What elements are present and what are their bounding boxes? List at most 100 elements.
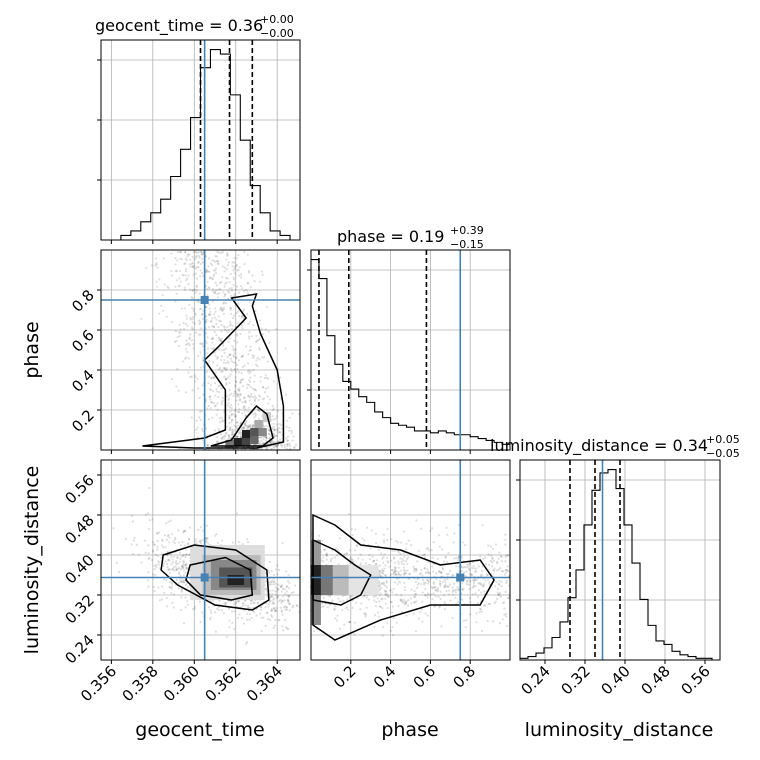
sample-point bbox=[269, 441, 272, 444]
sample-point bbox=[249, 376, 252, 379]
sample-point bbox=[233, 367, 236, 371]
sample-point bbox=[453, 557, 456, 560]
sample-point bbox=[369, 547, 372, 550]
sample-point bbox=[260, 608, 263, 612]
sample-point bbox=[240, 323, 244, 327]
sample-point bbox=[426, 568, 429, 571]
sample-point bbox=[280, 585, 283, 588]
sample-point bbox=[378, 585, 381, 588]
sample-point bbox=[220, 401, 223, 404]
sample-point bbox=[236, 394, 239, 397]
sample-point bbox=[269, 442, 272, 445]
sample-point bbox=[238, 314, 241, 318]
sample-point bbox=[495, 580, 498, 584]
sample-point bbox=[154, 264, 157, 267]
sample-point bbox=[287, 595, 290, 598]
density-cell bbox=[241, 430, 251, 438]
sample-point bbox=[213, 376, 216, 379]
sample-point bbox=[201, 312, 204, 315]
sample-point bbox=[244, 421, 247, 424]
sample-point bbox=[338, 627, 342, 630]
sample-point bbox=[233, 610, 236, 613]
sample-point bbox=[170, 585, 173, 588]
sample-point bbox=[184, 553, 188, 556]
sample-point bbox=[214, 405, 217, 408]
sample-point bbox=[248, 618, 251, 621]
sample-point bbox=[341, 594, 345, 598]
sample-point bbox=[245, 618, 249, 622]
sample-point bbox=[156, 532, 159, 535]
sample-point bbox=[230, 421, 233, 424]
sample-point bbox=[178, 277, 181, 280]
sample-point bbox=[241, 412, 244, 415]
sample-point bbox=[378, 589, 381, 592]
sample-point bbox=[439, 582, 442, 585]
sample-point bbox=[186, 600, 189, 603]
sample-point bbox=[400, 541, 403, 544]
sample-point bbox=[334, 617, 337, 620]
sample-point bbox=[165, 596, 168, 600]
sample-point bbox=[393, 568, 397, 571]
sample-point bbox=[247, 282, 250, 285]
sample-point bbox=[486, 619, 489, 623]
sample-point bbox=[505, 579, 508, 583]
sample-point bbox=[172, 593, 176, 596]
sample-point bbox=[390, 601, 394, 604]
sample-point bbox=[467, 567, 470, 571]
sample-point bbox=[168, 559, 171, 562]
sample-point bbox=[468, 572, 471, 575]
sample-point bbox=[221, 539, 224, 542]
sample-point bbox=[205, 270, 208, 273]
sample-point bbox=[176, 335, 179, 339]
sample-point bbox=[232, 355, 235, 358]
sample-point bbox=[476, 595, 480, 599]
sample-point bbox=[480, 583, 483, 586]
sample-point bbox=[235, 425, 238, 429]
sample-point bbox=[386, 594, 389, 597]
sample-point bbox=[217, 336, 220, 339]
sample-point bbox=[374, 604, 377, 608]
sample-point bbox=[243, 411, 246, 414]
sample-point bbox=[163, 283, 166, 286]
sample-point bbox=[243, 609, 246, 612]
sample-point bbox=[180, 608, 183, 612]
sample-point bbox=[255, 359, 258, 362]
sample-point bbox=[385, 586, 388, 589]
sample-point bbox=[234, 348, 237, 351]
sample-point bbox=[195, 256, 198, 259]
sample-point bbox=[348, 596, 351, 600]
sample-point bbox=[214, 310, 217, 313]
sample-point bbox=[232, 349, 235, 352]
sample-point bbox=[421, 578, 425, 582]
sample-point bbox=[214, 291, 217, 295]
sample-point bbox=[403, 599, 406, 602]
sample-point bbox=[216, 296, 220, 299]
density-cell bbox=[311, 540, 321, 565]
sample-point bbox=[225, 394, 228, 398]
sample-point bbox=[386, 538, 389, 542]
sample-point bbox=[131, 553, 135, 556]
panel-frame bbox=[519, 459, 721, 661]
sample-point bbox=[442, 560, 445, 563]
sample-point bbox=[224, 293, 227, 296]
sample-point bbox=[191, 266, 195, 269]
sample-point bbox=[250, 403, 253, 406]
sample-point bbox=[385, 580, 388, 583]
sample-point bbox=[279, 585, 283, 588]
sample-point bbox=[240, 355, 244, 358]
sample-point bbox=[504, 533, 507, 536]
sample-point bbox=[256, 602, 259, 605]
sample-point bbox=[224, 347, 228, 350]
sample-point bbox=[268, 341, 271, 344]
sample-point bbox=[220, 324, 223, 327]
sample-point bbox=[447, 551, 450, 555]
sample-point bbox=[208, 270, 211, 274]
sample-point bbox=[269, 595, 273, 598]
sample-point bbox=[237, 389, 240, 392]
sample-point bbox=[191, 289, 195, 292]
sample-point bbox=[441, 566, 444, 570]
sample-point bbox=[237, 310, 240, 313]
sample-point bbox=[192, 288, 195, 291]
sample-point bbox=[226, 376, 229, 379]
sample-point bbox=[151, 518, 154, 521]
